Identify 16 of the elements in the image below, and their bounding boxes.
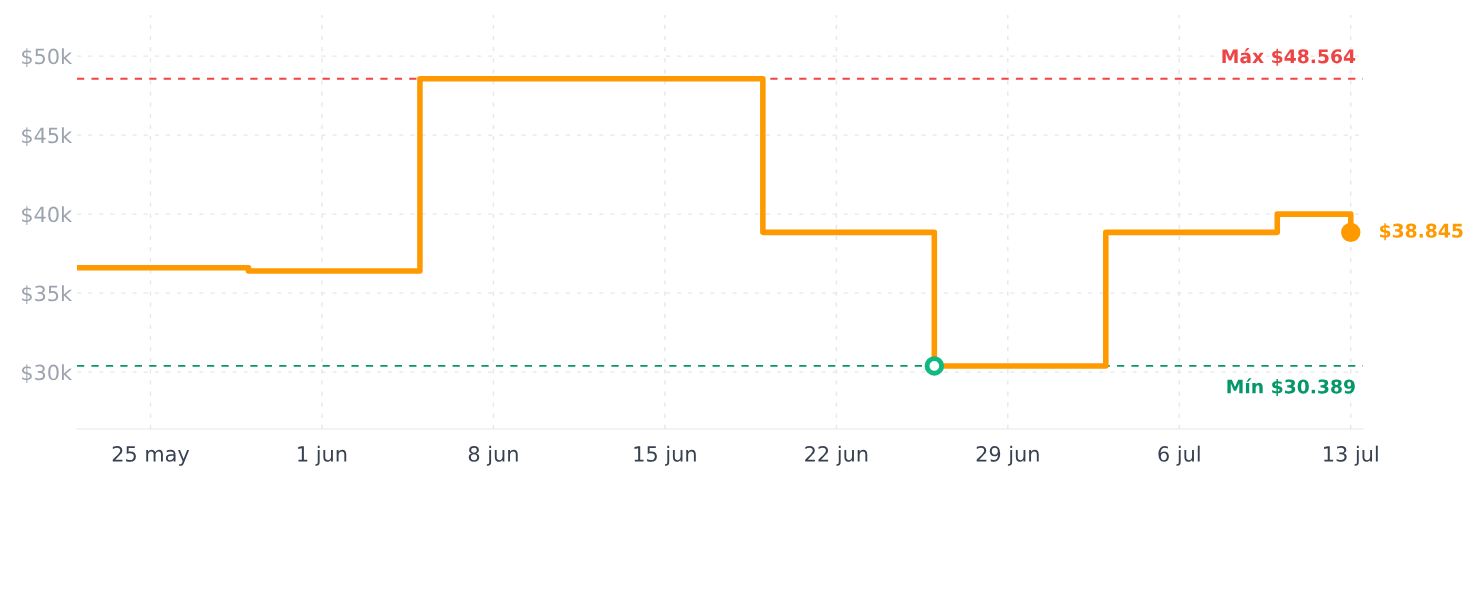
x-tick-label: 8 jun [468,445,518,466]
y-tick-label: $35k [22,285,73,305]
x-tick-label: 1 jun [298,445,347,466]
x-tick-label: 25 may [112,446,190,466]
y-tick-label: $30k [22,364,73,384]
x-tick-label: 13 jul [1324,445,1378,466]
x-tick-label: 22 jun [805,445,868,466]
y-tick-label: $40k [22,206,73,226]
y-tick-label: $50k [22,48,73,68]
ref-line-label: Máx $48.564 [1222,48,1356,66]
x-tick-label: 29 jun [976,445,1039,466]
annotation: $38.845 [1379,223,1463,241]
y-tick-label: $45k [22,127,73,147]
ref-line-label: Mín $30.389 [1227,378,1355,397]
x-tick-label: 6 jul [1158,445,1200,466]
x-tick-label: 15 jun [634,445,696,466]
